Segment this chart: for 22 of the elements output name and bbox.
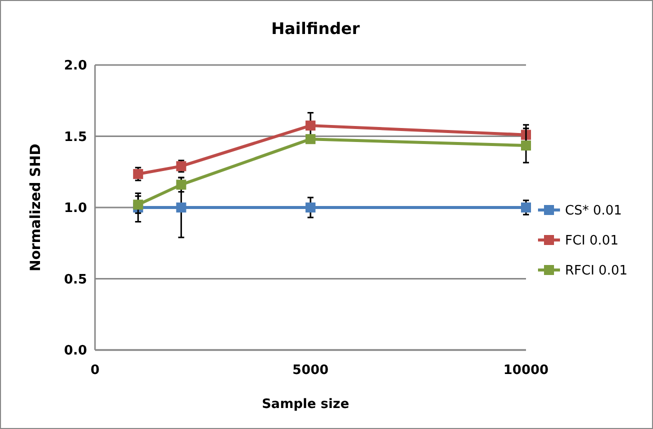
y-tick-label: 0.0 xyxy=(64,344,87,359)
point xyxy=(133,169,144,180)
x-axis-title: Sample size xyxy=(262,397,350,412)
y-tick-label: 1.0 xyxy=(64,201,87,216)
legend-label: FCI 0.01 xyxy=(565,234,618,249)
y-axis-title: Normalized SHD xyxy=(28,144,44,272)
point xyxy=(176,202,186,212)
y-tick-label: 1.5 xyxy=(64,130,87,145)
point xyxy=(133,200,144,210)
point xyxy=(521,202,531,212)
y-tick-label: 0.5 xyxy=(64,272,87,288)
y-tick-label: 2.0 xyxy=(64,58,87,74)
point xyxy=(306,120,316,131)
point xyxy=(306,202,316,212)
point xyxy=(306,134,316,144)
legend-label: RFCI 0.01 xyxy=(565,264,628,279)
chart-title: Hailfinder xyxy=(271,19,360,38)
x-tick-label: 10000 xyxy=(503,363,549,378)
legend-label: CS* 0.01 xyxy=(565,204,622,219)
point xyxy=(521,140,531,151)
x-tick-label: 0 xyxy=(90,363,100,378)
x-tick-label: 5000 xyxy=(292,363,329,378)
